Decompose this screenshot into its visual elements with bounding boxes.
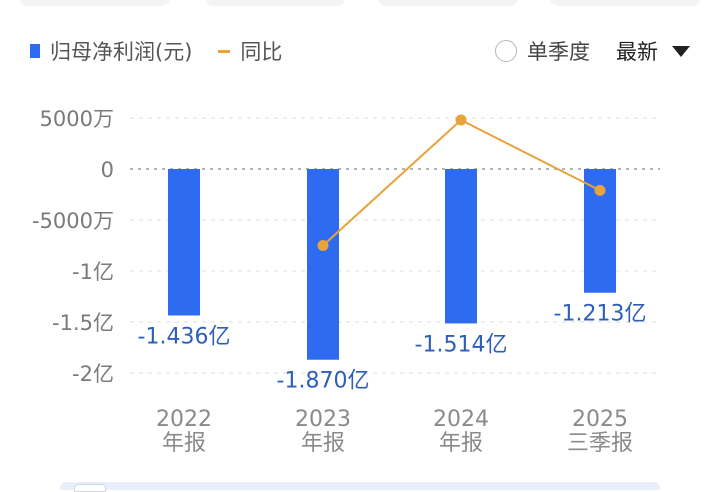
- bar: [445, 169, 477, 324]
- y-axis-ticks: 5000万 0 -5000万 -1亿 -1.5亿 -2亿: [32, 107, 114, 386]
- data-labels: -1.436亿 -1.870亿 -1.514亿 -1.213亿: [138, 302, 647, 394]
- legend-net-profit-label: 归母净利润(元): [50, 40, 193, 64]
- x-category-type: 年报: [301, 431, 345, 456]
- x-category-year: 2022: [156, 407, 212, 432]
- yoy-point: [594, 184, 606, 196]
- top-tab-strip: [0, 0, 720, 8]
- top-tab-3[interactable]: [378, 0, 518, 6]
- top-tab-2[interactable]: [205, 0, 345, 6]
- bar-value-label: -1.436亿: [138, 324, 231, 349]
- line-swatch-icon: [218, 49, 231, 53]
- y-tick-label: -5000万: [32, 209, 114, 233]
- bars: [168, 169, 616, 360]
- bar-swatch-icon: [30, 44, 40, 58]
- chart-controls: 单季度 最新: [495, 36, 690, 66]
- bottom-scroll-handle[interactable]: [74, 484, 106, 492]
- grid-lines: [130, 117, 660, 374]
- yoy-point: [455, 114, 467, 126]
- yoy-line: [317, 114, 606, 251]
- yoy-point: [317, 240, 329, 251]
- bar-value-label: -1.514亿: [415, 332, 508, 357]
- x-category-type: 年报: [162, 431, 206, 456]
- legend-yoy-label: 同比: [240, 40, 283, 64]
- single-quarter-label[interactable]: 单季度: [527, 40, 590, 64]
- x-category-type: 三季报: [567, 431, 633, 456]
- bar: [307, 169, 339, 360]
- y-tick-label: 5000万: [40, 107, 114, 131]
- y-tick-label: -1亿: [72, 260, 114, 284]
- legend-item-net-profit[interactable]: 归母净利润(元): [30, 36, 192, 66]
- top-tab-4[interactable]: [550, 0, 700, 6]
- chevron-down-icon[interactable]: [672, 45, 690, 57]
- bar-value-label: -1.870亿: [277, 369, 370, 394]
- y-tick-label: -2亿: [72, 362, 114, 386]
- single-quarter-radio[interactable]: [495, 40, 517, 62]
- x-category-type: 年报: [439, 431, 483, 456]
- chart-legend: 归母净利润(元) 同比: [30, 36, 308, 66]
- bar: [168, 169, 200, 316]
- bottom-scroll-track[interactable]: [60, 482, 660, 490]
- y-tick-label: -1.5亿: [52, 311, 114, 335]
- bar-value-label: -1.213亿: [554, 302, 647, 327]
- y-tick-label: 0: [101, 158, 114, 182]
- legend-item-yoy[interactable]: 同比: [218, 36, 282, 66]
- top-tab-1[interactable]: [20, 0, 170, 6]
- x-category-year: 2024: [433, 407, 489, 432]
- sort-dropdown-label[interactable]: 最新: [616, 40, 658, 64]
- x-category-year: 2023: [295, 407, 351, 432]
- x-category-year: 2025: [572, 407, 628, 432]
